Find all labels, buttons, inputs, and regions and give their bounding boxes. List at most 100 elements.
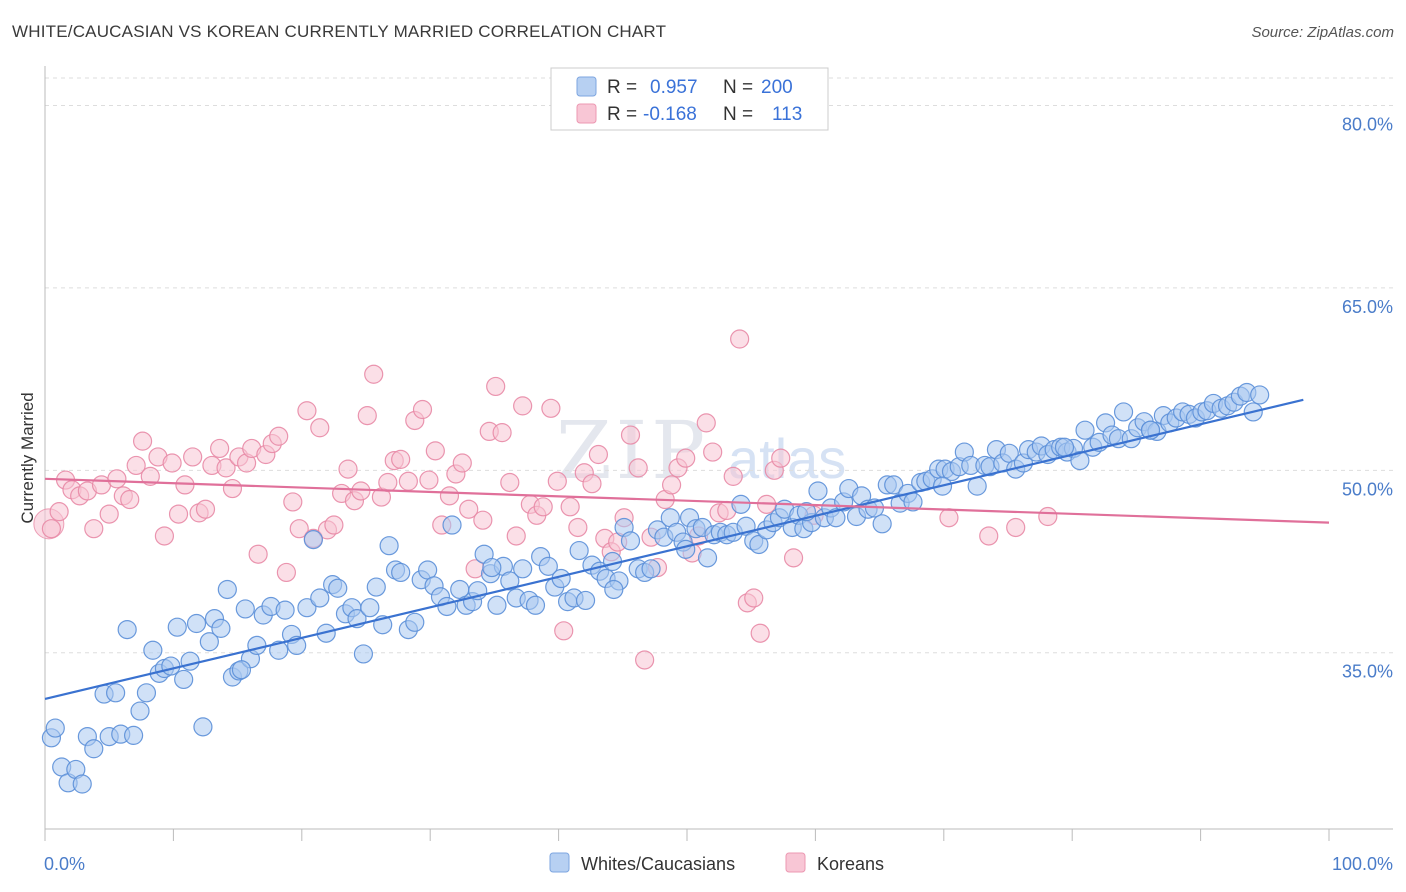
white-point	[217, 579, 237, 600]
korean-point	[1006, 517, 1026, 538]
korean-point	[297, 401, 317, 421]
korean-point	[378, 472, 398, 493]
korean-point	[324, 515, 344, 535]
korean-point	[195, 499, 216, 519]
white-point	[500, 571, 520, 591]
korean-point	[771, 448, 791, 468]
korean-point	[554, 621, 574, 641]
legend-r-label-koreans: R =	[607, 104, 637, 125]
x-tick-label-min: 0.0%	[44, 854, 85, 874]
white-point	[872, 514, 892, 534]
bottom-legend-label-whites: Whites/Caucasians	[581, 854, 735, 874]
korean-point	[547, 471, 567, 491]
white-point	[1250, 385, 1270, 405]
legend-swatch-koreans	[576, 103, 597, 124]
legend-n-label-koreans: N =	[723, 104, 753, 125]
x-axis-ticks	[44, 829, 1330, 841]
grid-lines	[45, 77, 1393, 654]
white-point	[269, 640, 289, 660]
white-point	[72, 774, 92, 794]
bottom-legend-label-koreans: Koreans	[817, 854, 884, 874]
korean-point	[703, 442, 723, 462]
korean-point	[939, 508, 959, 528]
legend-n-label-whites: N =	[723, 77, 753, 98]
x-tick-label-max: 100.0%	[1332, 854, 1393, 874]
white-point	[123, 725, 144, 745]
korean-point	[783, 548, 804, 568]
koreans-trend-line	[44, 477, 1330, 524]
korean-point	[452, 453, 472, 473]
korean-point	[459, 499, 479, 519]
white-point	[211, 618, 231, 638]
white-point	[180, 651, 200, 671]
white-point	[525, 595, 546, 615]
korean-point	[492, 423, 512, 443]
korean-point	[49, 502, 69, 522]
y-axis-label: Currently Married	[18, 392, 37, 523]
korean-point	[168, 504, 189, 524]
white-point	[391, 562, 411, 583]
korean-point	[588, 444, 609, 465]
white-point	[697, 548, 718, 568]
korean-point	[183, 447, 203, 467]
white-point	[884, 475, 904, 495]
white-point	[569, 540, 589, 561]
white-point	[379, 536, 399, 556]
korean-point	[222, 478, 243, 499]
legend-swatch-whites	[576, 76, 597, 97]
bottom-legend-swatch-koreans	[785, 852, 806, 873]
korean-point	[568, 517, 588, 538]
korean-point	[425, 441, 445, 461]
trend-lines	[44, 398, 1330, 700]
white-point	[1075, 420, 1095, 440]
korean-point	[162, 453, 182, 473]
white-point	[247, 635, 267, 656]
white-point	[575, 590, 596, 611]
white-point	[360, 598, 380, 618]
white-point	[143, 640, 163, 660]
korean-point	[107, 469, 127, 489]
korean-point	[676, 448, 696, 468]
korean-point	[723, 466, 743, 486]
white-point	[303, 530, 323, 550]
korean-point	[391, 449, 411, 469]
legend-r-value-koreans: -0.168	[643, 104, 697, 125]
white-point	[275, 600, 295, 620]
korean-point	[730, 329, 750, 349]
white-point	[106, 683, 126, 703]
white-point	[193, 717, 213, 737]
white-point	[117, 619, 137, 640]
korean-point	[154, 526, 175, 546]
white-point	[328, 578, 348, 598]
white-point	[808, 481, 828, 501]
white-point	[405, 612, 425, 632]
legend-r-label-whites: R =	[607, 77, 637, 98]
korean-point	[1038, 506, 1058, 527]
korean-point	[84, 519, 104, 539]
korean-point	[120, 489, 140, 510]
korean-point	[132, 431, 153, 451]
koreans-points	[33, 329, 1058, 670]
white-point	[1113, 402, 1134, 422]
white-point	[1054, 437, 1075, 457]
korean-point	[473, 510, 493, 530]
white-point	[231, 660, 252, 680]
korean-point	[216, 458, 236, 478]
legend-box	[550, 67, 829, 131]
korean-point	[419, 470, 439, 490]
white-point	[297, 598, 317, 618]
white-point	[366, 577, 386, 597]
white-point	[641, 559, 661, 579]
korean-point	[750, 623, 770, 643]
korean-point	[398, 471, 418, 491]
white-point	[136, 683, 157, 703]
white-point	[487, 595, 507, 615]
y-tick-label: 80.0%	[1342, 115, 1393, 135]
korean-point	[276, 562, 296, 583]
white-point	[45, 718, 65, 738]
y-tick-label: 65.0%	[1342, 297, 1393, 317]
white-point	[620, 531, 641, 551]
korean-point	[628, 458, 648, 478]
korean-point	[744, 588, 764, 608]
